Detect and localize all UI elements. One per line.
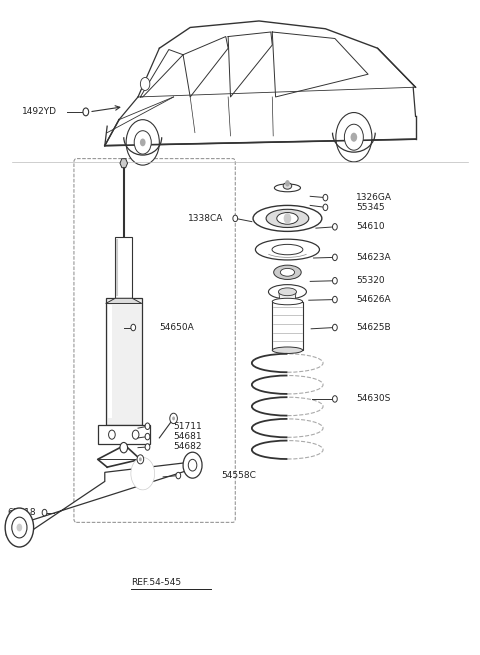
Text: 54625B: 54625B (356, 323, 391, 332)
Text: 54558C: 54558C (221, 471, 256, 480)
Text: 51711: 51711 (174, 422, 203, 431)
Text: 54626A: 54626A (356, 295, 391, 304)
Circle shape (333, 223, 337, 230)
Text: 55345: 55345 (356, 203, 385, 212)
Circle shape (134, 131, 151, 154)
Polygon shape (106, 298, 142, 425)
Text: 54610: 54610 (356, 222, 385, 231)
Circle shape (108, 430, 115, 440)
Circle shape (140, 138, 145, 146)
Circle shape (285, 180, 290, 187)
Text: REF.54-545: REF.54-545 (131, 578, 181, 588)
Circle shape (137, 455, 144, 464)
Polygon shape (106, 298, 142, 303)
Ellipse shape (283, 183, 292, 189)
Circle shape (5, 508, 34, 547)
Circle shape (350, 133, 357, 141)
Circle shape (12, 517, 27, 538)
Polygon shape (108, 305, 112, 419)
Circle shape (323, 195, 328, 201)
Circle shape (233, 215, 238, 221)
Circle shape (336, 113, 372, 162)
Circle shape (16, 523, 22, 531)
Circle shape (145, 434, 150, 440)
Circle shape (132, 430, 139, 440)
Circle shape (333, 296, 337, 303)
Circle shape (145, 443, 150, 450)
Ellipse shape (266, 210, 309, 227)
Polygon shape (97, 425, 150, 444)
Ellipse shape (280, 269, 295, 276)
Circle shape (172, 417, 175, 421)
Circle shape (83, 108, 89, 116)
Circle shape (333, 396, 337, 402)
Polygon shape (115, 236, 132, 298)
Polygon shape (22, 462, 192, 537)
Ellipse shape (253, 206, 322, 231)
Ellipse shape (268, 285, 306, 299)
Circle shape (170, 413, 178, 424)
Text: 54682: 54682 (174, 443, 202, 451)
Text: 54650A: 54650A (159, 323, 194, 332)
Circle shape (139, 457, 142, 461)
Text: 1326GA: 1326GA (356, 193, 392, 202)
Circle shape (42, 510, 47, 516)
Polygon shape (279, 291, 296, 301)
Polygon shape (272, 301, 302, 350)
Text: 54630S: 54630S (356, 394, 391, 403)
Circle shape (126, 120, 159, 165)
Ellipse shape (278, 288, 297, 295)
Circle shape (333, 278, 337, 284)
Circle shape (131, 457, 155, 490)
Circle shape (120, 442, 128, 453)
Text: 55320: 55320 (356, 276, 385, 285)
Circle shape (145, 423, 150, 430)
Circle shape (284, 213, 291, 223)
Circle shape (323, 204, 328, 211)
Ellipse shape (272, 347, 302, 354)
Ellipse shape (275, 184, 300, 192)
Circle shape (344, 124, 363, 150)
Circle shape (176, 472, 180, 479)
Circle shape (188, 459, 197, 471)
Ellipse shape (272, 244, 303, 255)
Text: 1338CA: 1338CA (188, 214, 223, 223)
Ellipse shape (274, 265, 301, 280)
Circle shape (183, 452, 202, 478)
Ellipse shape (272, 298, 302, 305)
Circle shape (333, 254, 337, 261)
Text: 54623A: 54623A (356, 253, 391, 262)
Text: 54681: 54681 (174, 432, 202, 441)
Polygon shape (120, 159, 128, 168)
Ellipse shape (255, 239, 320, 260)
Circle shape (140, 77, 150, 90)
Text: 1492YD: 1492YD (22, 107, 57, 117)
Circle shape (333, 324, 337, 331)
Text: 62618: 62618 (8, 508, 36, 517)
Circle shape (131, 324, 136, 331)
Ellipse shape (277, 213, 298, 224)
